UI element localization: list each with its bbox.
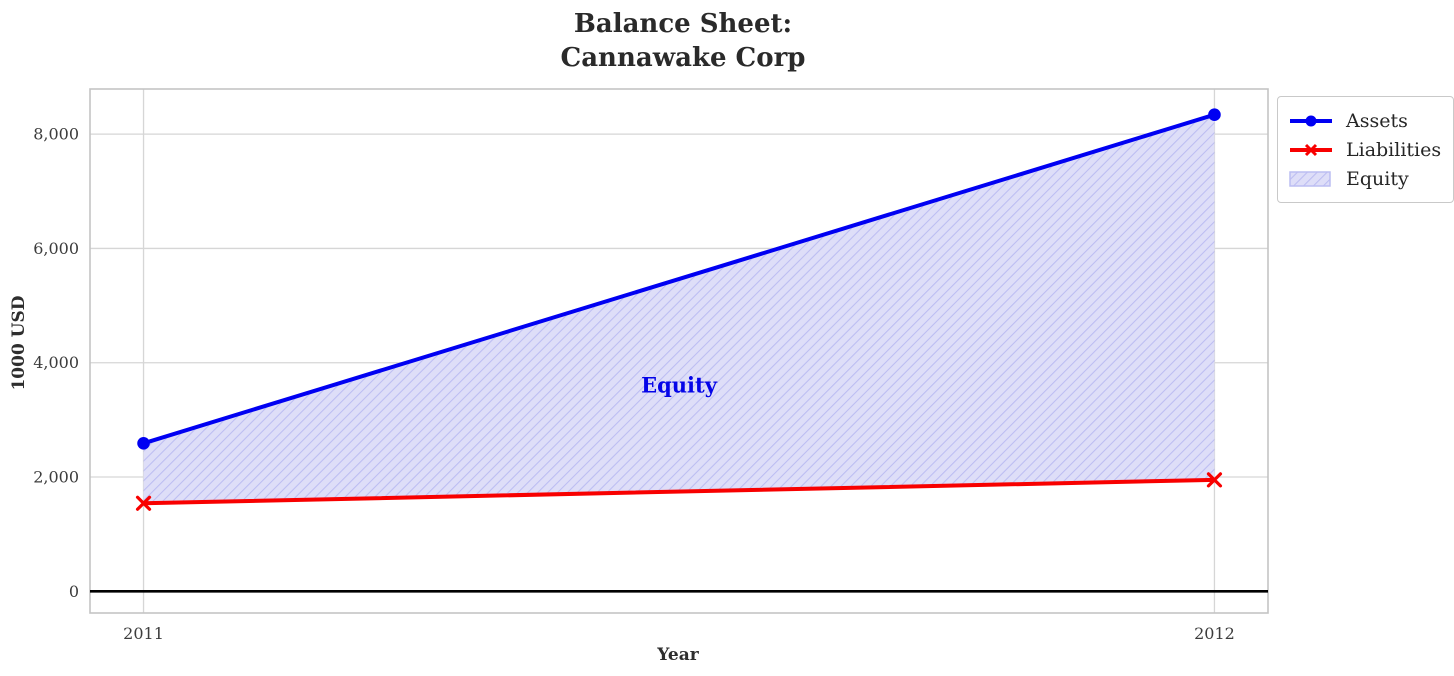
chart-title-line2: Cannawake Corp (560, 42, 806, 73)
liabilities-line (141, 477, 1217, 506)
assets-marker (1208, 108, 1221, 122)
equity-annotation: Equity (641, 373, 718, 398)
legend-item-equity: Equity (1288, 164, 1441, 193)
equity-fill-polygon (143, 114, 1215, 504)
y-axis-label: 1000 USD (9, 295, 29, 391)
x-axis-label: Year (657, 645, 699, 665)
y-tick-label: 6,000 (33, 239, 79, 258)
assets-marker (137, 436, 150, 450)
equity-hatch-swatch-icon (1289, 170, 1331, 187)
plot-border (89, 88, 1269, 614)
tick-labels: 0 2,000 4,000 6,000 8,000 2011 2012 (33, 125, 1235, 643)
liabilities-marker (1206, 472, 1223, 488)
x-tick-label: 2012 (1194, 624, 1235, 643)
chart-title: Balance Sheet: Cannawake Corp (0, 8, 1366, 76)
chart-title-line1: Balance Sheet: (573, 9, 793, 39)
legend-item-assets: Assets (1288, 106, 1441, 135)
y-tick-label: 8,000 (33, 125, 79, 144)
assets-line-swatch-icon (1290, 115, 1332, 126)
data-series (135, 108, 1223, 511)
legend: Assets Liabilities Equity (1277, 96, 1454, 203)
plot-border-rect (89, 88, 1269, 614)
liabilities-marker (135, 495, 152, 511)
legend-label-liabilities: Liabilities (1346, 138, 1442, 161)
legend-label-assets: Assets (1346, 109, 1408, 132)
equity-fill-area (143, 114, 1215, 504)
y-tick-label: 2,000 (33, 468, 79, 487)
legend-item-liabilities: Liabilities (1288, 135, 1441, 164)
y-tick-label: 4,000 (33, 353, 79, 372)
assets-line (141, 112, 1217, 446)
liabilities-line-swatch-icon (1290, 143, 1332, 156)
y-tick-label: 0 (69, 582, 79, 601)
x-tick-label: 2011 (123, 624, 164, 643)
legend-label-equity: Equity (1346, 167, 1409, 190)
